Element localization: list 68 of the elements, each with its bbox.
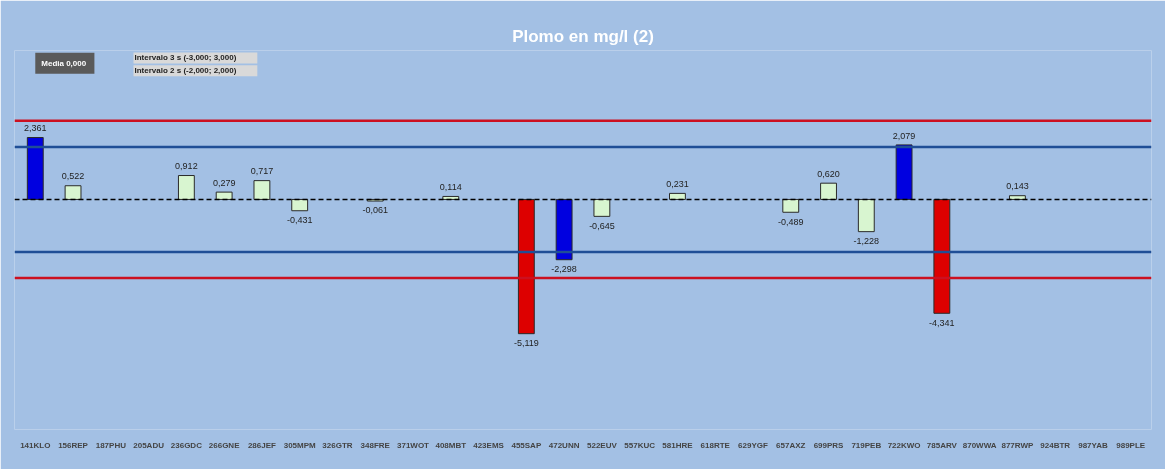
x-tick-label: 987YAB xyxy=(1078,440,1108,450)
data-label: 0,912 xyxy=(175,161,198,172)
data-label: -2,298 xyxy=(551,264,577,275)
data-label: -4,341 xyxy=(929,317,955,328)
x-tick-label: 371WOT xyxy=(397,440,430,450)
x-tick-label: 870WWA xyxy=(962,440,997,450)
x-tick-label: 581HRE xyxy=(662,440,694,450)
data-label: -0,645 xyxy=(589,220,615,231)
data-label: 2,079 xyxy=(892,130,916,141)
data-label: 0,143 xyxy=(1006,181,1029,192)
x-tick-label: 924BTR xyxy=(1040,440,1071,450)
data-label: -5,119 xyxy=(513,338,539,349)
x-tick-label: 785ARV xyxy=(926,440,958,450)
x-tick-label: 266GNE xyxy=(208,440,241,450)
text: Intervalo 2 s (-2,000; 2,000) xyxy=(134,66,237,76)
data-label: -0,489 xyxy=(778,216,804,227)
bar xyxy=(820,182,837,200)
x-tick-label: 657AXZ xyxy=(776,440,806,450)
data-label: -1,228 xyxy=(853,236,880,247)
x-tick-label: 699PRS xyxy=(813,440,845,450)
data-label: -0,061 xyxy=(362,205,389,216)
x-tick-label: 156REP xyxy=(58,440,89,450)
bar xyxy=(177,175,195,200)
x-tick-label: 629YGF xyxy=(738,440,768,450)
x-tick-label: 205ADU xyxy=(133,440,165,450)
data-label: 0,114 xyxy=(439,182,462,193)
x-tick-label: 187PHU xyxy=(95,440,127,450)
x-tick-label: 472UNN xyxy=(548,440,580,450)
x-tick-label: 408MBT xyxy=(435,440,467,450)
x-tick-label: 455SAP xyxy=(511,440,542,450)
text: Media 0,000 xyxy=(41,58,87,68)
data-label: 0,279 xyxy=(212,177,236,188)
bar xyxy=(782,198,800,213)
x-tick-label: 719PEB xyxy=(851,440,882,450)
bar xyxy=(215,191,233,200)
data-label: -0,431 xyxy=(286,215,313,226)
bar xyxy=(857,198,875,233)
x-tick-label: 326GTR xyxy=(322,440,353,450)
bar xyxy=(933,198,951,314)
bar xyxy=(593,198,611,217)
bar xyxy=(291,198,309,212)
bar xyxy=(253,180,271,200)
bar xyxy=(64,185,82,200)
bar xyxy=(555,198,573,261)
bar xyxy=(669,192,686,200)
data-label: 0,231 xyxy=(666,178,689,189)
x-tick-label: 989PLE xyxy=(1116,440,1146,450)
bar xyxy=(1008,195,1026,200)
bar xyxy=(26,137,44,200)
data-label: 0,620 xyxy=(817,168,840,179)
data-label: 2,361 xyxy=(24,123,47,134)
x-tick-label: 557KUC xyxy=(624,440,656,450)
x-tick-label: 348FRE xyxy=(360,440,391,450)
x-tick-label: 877RWP xyxy=(1001,440,1034,450)
x-tick-label: 286JEF xyxy=(247,440,277,450)
x-tick-label: 722KWO xyxy=(887,440,921,450)
bar xyxy=(517,198,535,335)
chart-title: Plomo en mg/l (2) xyxy=(512,26,654,46)
text: Intervalo 3 s (-3,000; 3,000) xyxy=(134,53,237,63)
x-tick-label: 522EUV xyxy=(586,440,618,450)
x-tick-label: 618RTE xyxy=(700,440,731,450)
data-label: 0,717 xyxy=(250,166,274,177)
x-tick-label: 423EMS xyxy=(473,440,505,450)
data-label: 0,522 xyxy=(61,171,85,182)
x-tick-label: 236GDC xyxy=(170,440,203,450)
bar xyxy=(895,144,913,200)
x-tick-label: 305MPM xyxy=(283,440,317,450)
x-tick-label: 141KLO xyxy=(20,440,51,450)
